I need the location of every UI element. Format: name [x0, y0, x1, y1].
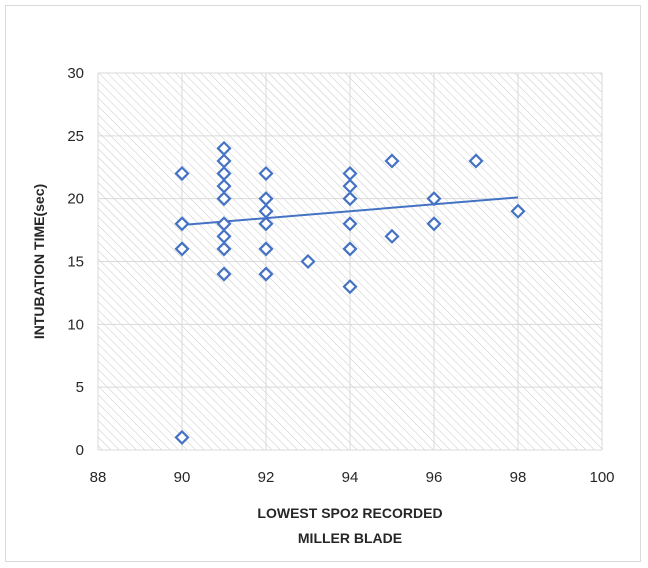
data-point — [342, 216, 358, 232]
data-point — [258, 165, 274, 182]
data-point — [300, 253, 316, 270]
data-point — [174, 241, 190, 257]
data-point — [258, 266, 274, 282]
y-tick-label: 25 — [67, 128, 84, 145]
data-point — [342, 191, 358, 207]
x-tick-label: 94 — [342, 469, 359, 486]
data-point — [258, 216, 274, 232]
x-tick-label: 96 — [426, 469, 443, 486]
data-points — [174, 140, 526, 445]
data-point — [384, 153, 400, 169]
y-tick-label: 5 — [76, 379, 84, 396]
trendline-layer — [181, 196, 519, 227]
y-tick-label: 30 — [67, 65, 84, 82]
data-point — [174, 216, 190, 232]
data-point — [468, 153, 484, 169]
data-point — [426, 216, 442, 232]
data-point — [510, 203, 526, 219]
data-point — [174, 429, 190, 445]
x-tick-label: 88 — [90, 469, 107, 486]
x-axis-title: LOWEST SPO2 RECORDED — [257, 505, 442, 521]
trendline — [181, 196, 519, 227]
y-tick-label: 10 — [67, 316, 84, 333]
x-tick-label: 98 — [510, 469, 527, 486]
tick-labels: 0 5 10 15 20 25 30 88 90 92 94 96 98 100 — [67, 65, 614, 486]
y-tick-label: 20 — [67, 191, 84, 208]
y-tick-label: 15 — [67, 254, 84, 271]
y-axis-title: INTUBATION TIME(sec) — [31, 184, 47, 339]
data-point — [342, 279, 358, 295]
y-tick-label: 0 — [76, 442, 84, 459]
x-tick-label: 92 — [258, 469, 275, 486]
data-point — [342, 241, 358, 257]
data-point — [174, 165, 190, 182]
x-axis-title-line2: MILLER BLADE — [298, 530, 402, 546]
gridlines — [97, 72, 603, 451]
data-point — [216, 191, 232, 207]
data-point — [216, 241, 232, 257]
data-point — [426, 191, 442, 207]
x-tick-label: 90 — [174, 469, 191, 486]
data-point — [216, 266, 232, 282]
x-tick-label: 100 — [589, 469, 614, 486]
data-point — [258, 241, 274, 257]
data-point — [384, 228, 400, 244]
